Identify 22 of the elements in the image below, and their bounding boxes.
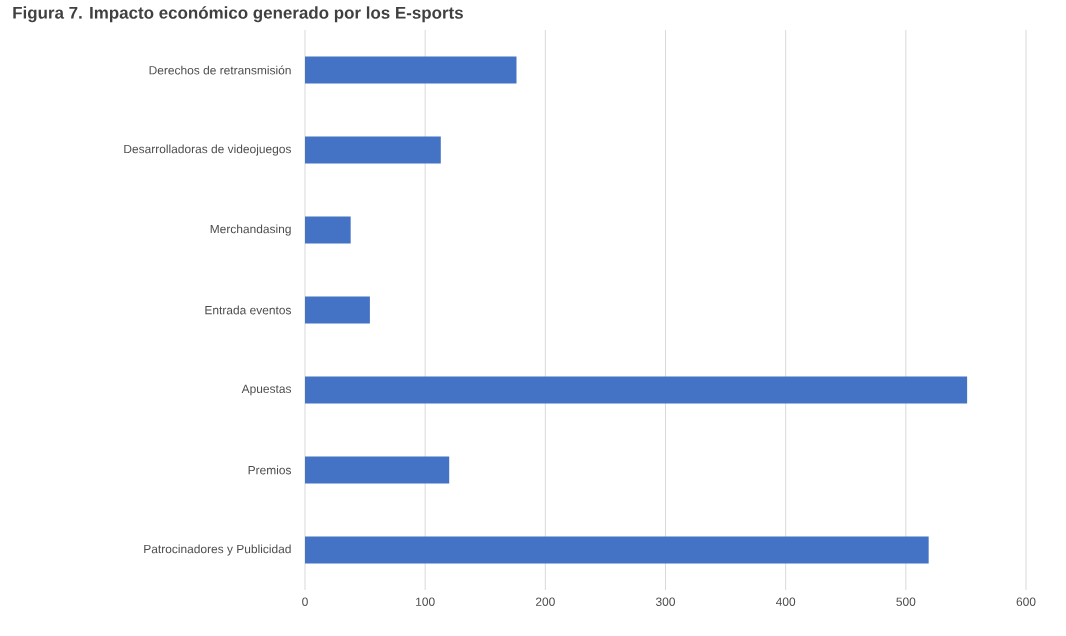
x-tick-label: 300 xyxy=(655,597,676,606)
x-tick-label: 400 xyxy=(775,597,796,606)
x-tick-label: 100 xyxy=(416,597,435,606)
chart-title: Figura 7. Impacto económico generado por los E-sports xyxy=(13,6,463,23)
x-tick-label: 500 xyxy=(896,597,916,606)
y-tick-label: Merchandasing xyxy=(210,224,291,236)
x-tick-label: 600 xyxy=(1016,597,1036,606)
bar xyxy=(305,216,351,244)
bar xyxy=(305,296,370,324)
y-tick-label: Derechos de retransmisión xyxy=(149,65,291,75)
bar xyxy=(305,376,968,404)
y-tick-label: Entrada eventos xyxy=(205,305,292,315)
x-tick-label: 200 xyxy=(535,597,555,606)
y-tick-label: Apuestas xyxy=(241,384,292,396)
y-tick-label: Premios xyxy=(248,465,292,475)
y-tick-label: Patrocinadores y Publicidad xyxy=(144,544,291,556)
y-tick-label: Desarrolladoras de videojuegos xyxy=(124,144,291,156)
bar xyxy=(305,56,517,84)
x-tick-label: 0 xyxy=(302,597,308,606)
bar xyxy=(305,136,441,164)
bar xyxy=(305,536,929,564)
bar xyxy=(305,456,450,484)
